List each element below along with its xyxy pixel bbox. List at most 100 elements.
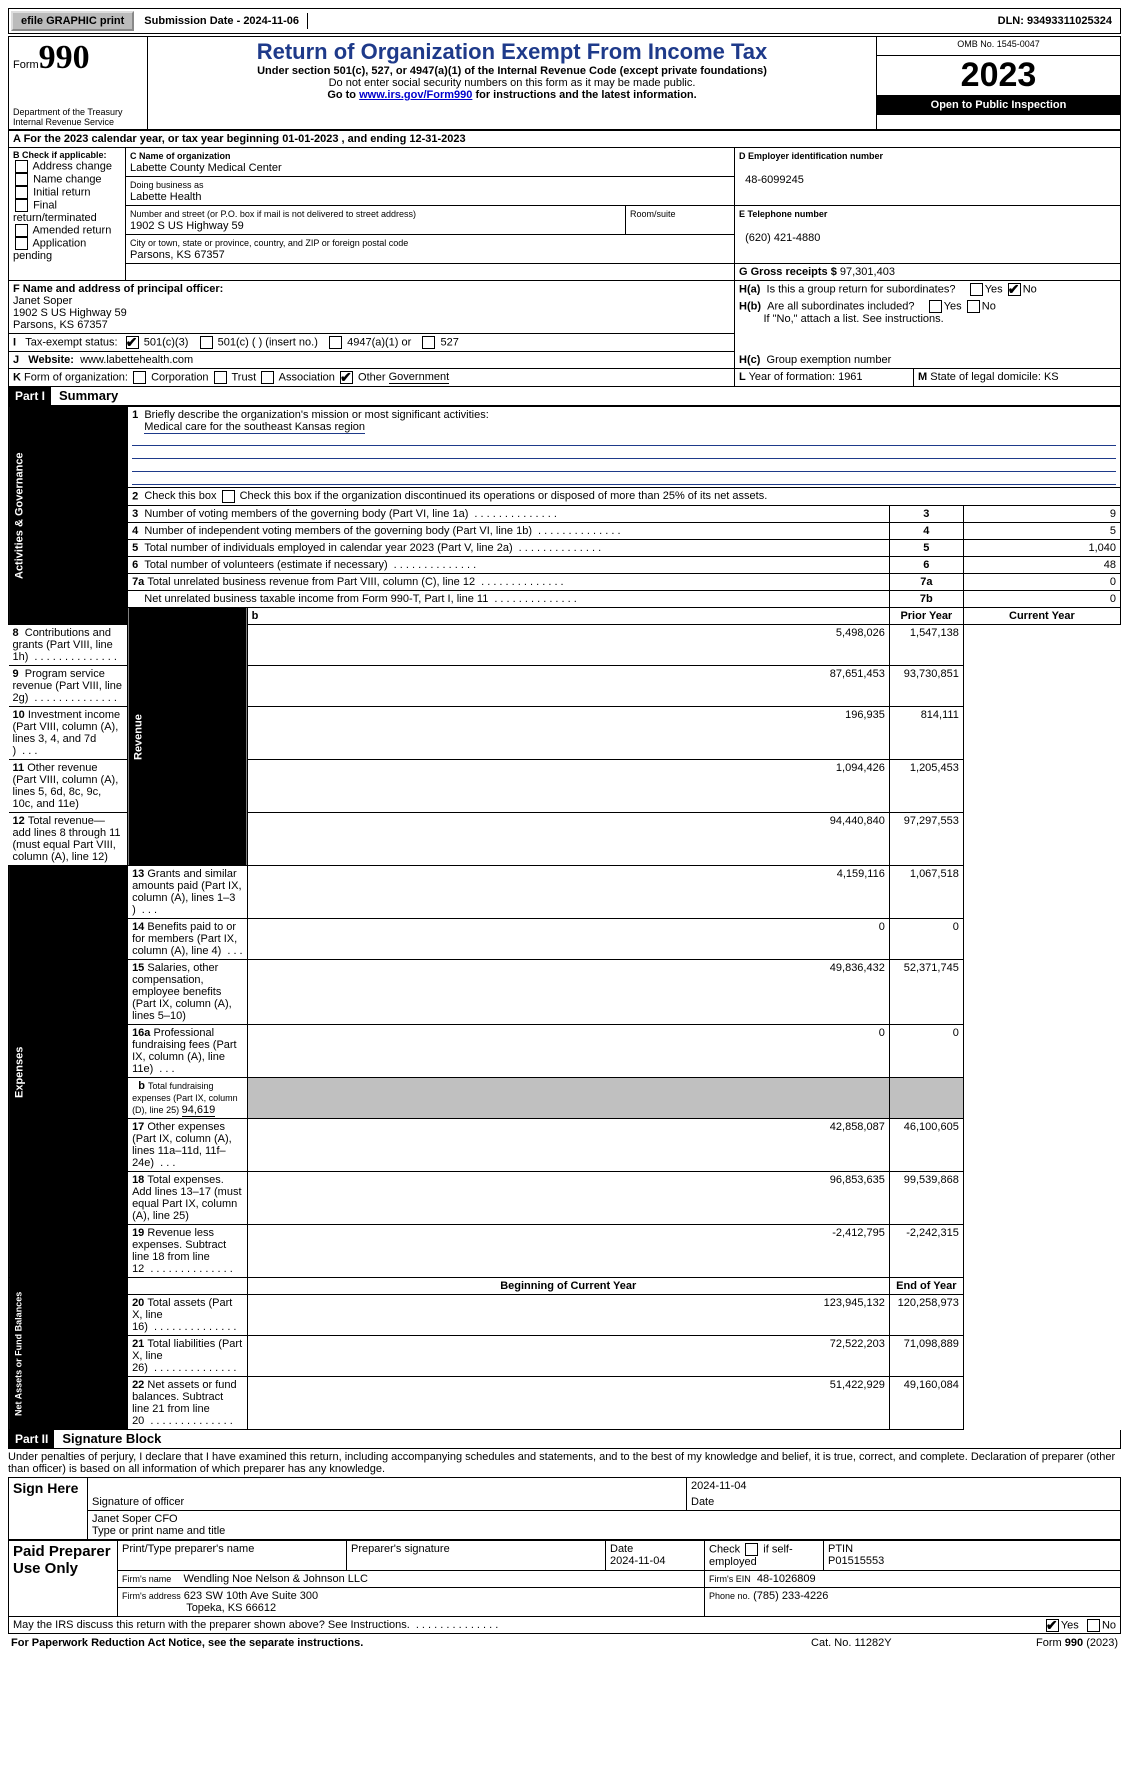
addr-change-cb[interactable] [15, 160, 28, 173]
p21: 72,522,203 [247, 1336, 889, 1377]
527-cb[interactable] [422, 336, 435, 349]
yes2: Yes [944, 300, 962, 312]
other-val: Government [389, 371, 450, 384]
e-label: E Telephone number [739, 209, 827, 219]
k-text: Form of organization: [24, 371, 128, 383]
p20: 123,945,132 [247, 1295, 889, 1336]
b-label: B Check if applicable: [13, 150, 121, 160]
c19: -2,242,315 [889, 1225, 963, 1278]
ein: 48-6099245 [745, 174, 804, 186]
p14: 0 [247, 919, 889, 960]
hc-label: H(c) [739, 354, 760, 366]
l4: Number of independent voting members of … [144, 525, 532, 537]
hb-no-cb[interactable] [967, 300, 980, 313]
discuss-yes: Yes [1061, 1619, 1079, 1631]
paid-preparer-block: Paid Preparer Use Only Print/Type prepar… [8, 1540, 1121, 1617]
trust-cb[interactable] [214, 371, 227, 384]
name-change: Name change [33, 173, 102, 185]
section-a-to-m: A For the 2023 calendar year, or tax yea… [8, 130, 1121, 387]
part-ii-header: Part IISignature Block [8, 1430, 1121, 1449]
4947: 4947(a)(1) or [347, 336, 411, 348]
l11: Other revenue (Part VIII, column (A), li… [13, 762, 119, 810]
i-label: I [13, 336, 16, 348]
corp-cb[interactable] [133, 371, 146, 384]
irs-link[interactable]: www.irs.gov/Form990 [359, 89, 472, 101]
hb-label: H(b) [739, 300, 761, 312]
pp-name-lbl: Print/Type preparer's name [118, 1541, 347, 1571]
city-label: City or town, state or province, country… [130, 238, 408, 248]
501c3-cb[interactable] [126, 336, 139, 349]
website: www.labettehealth.com [80, 354, 193, 366]
firm-lbl: Firm's name [122, 1574, 171, 1584]
current-year: Current Year [963, 608, 1120, 625]
p17: 42,858,087 [247, 1119, 889, 1172]
d-label: D Employer identification number [739, 151, 883, 161]
name-change-cb[interactable] [15, 173, 28, 186]
initial-return: Initial return [33, 186, 90, 198]
discuss-no: No [1102, 1619, 1116, 1631]
pp-date-lbl: Date [610, 1543, 633, 1555]
perjury: Under penalties of perjury, I declare th… [8, 1449, 1121, 1477]
k-label: K [13, 371, 21, 383]
officer-sig-name: Janet Soper CFO [92, 1513, 178, 1525]
pp-se: Check if self-employed [705, 1541, 824, 1571]
l22: Net assets or fund balances. Subtract li… [132, 1379, 237, 1427]
form-subtitle-2: Do not enter social security numbers on … [152, 77, 872, 89]
p13: 4,159,116 [247, 866, 889, 919]
efile-print-button[interactable]: efile GRAPHIC print [11, 11, 134, 31]
m-label: M [918, 371, 927, 383]
ha-label: H(a) [739, 283, 760, 295]
boy: Beginning of Current Year [247, 1278, 889, 1295]
c12: 97,297,553 [889, 813, 963, 866]
assoc: Association [279, 371, 335, 383]
p9: 87,651,453 [247, 666, 889, 707]
corp: Corporation [151, 371, 208, 383]
l21: Total liabilities (Part X, line 26) [132, 1338, 242, 1374]
hc-text: Group exemption number [767, 354, 892, 366]
hb-note: If "No," attach a list. See instructions… [763, 313, 943, 325]
gross-receipts: 97,301,403 [840, 266, 895, 278]
discuss-yes-cb[interactable] [1046, 1619, 1059, 1632]
tab-expenses: Expenses [9, 866, 128, 1278]
501c-cb[interactable] [200, 336, 213, 349]
assoc-cb[interactable] [261, 371, 274, 384]
l17: Other expenses (Part IX, column (A), lin… [132, 1121, 232, 1169]
app-pending-cb[interactable] [15, 237, 28, 250]
c18: 99,539,868 [889, 1172, 963, 1225]
p10: 196,935 [247, 707, 889, 760]
501c: 501(c) ( ) (insert no.) [218, 336, 318, 348]
discuss-row: May the IRS discuss this return with the… [8, 1617, 1121, 1634]
c22: 49,160,084 [889, 1377, 963, 1430]
l2-cb[interactable] [222, 490, 235, 503]
c21: 71,098,889 [889, 1336, 963, 1377]
other-cb[interactable] [340, 371, 353, 384]
c8: 1,547,138 [889, 625, 963, 666]
discuss-no-cb[interactable] [1087, 1619, 1100, 1632]
l15: Salaries, other compensation, employee b… [132, 962, 232, 1022]
501c3: 501(c)(3) [144, 336, 189, 348]
submission-date: Submission Date - 2024-11-06 [136, 13, 308, 29]
line-a: A For the 2023 calendar year, or tax yea… [9, 131, 1121, 148]
c11: 1,205,453 [889, 760, 963, 813]
p16a: 0 [247, 1025, 889, 1078]
paperwork-notice: For Paperwork Reduction Act Notice, see … [10, 1636, 762, 1650]
initial-return-cb[interactable] [15, 186, 28, 199]
p12: 94,440,840 [247, 813, 889, 866]
4947-cb[interactable] [329, 336, 342, 349]
street: 1902 S US Highway 59 [130, 220, 244, 232]
dln: DLN: 93493311025324 [990, 13, 1120, 29]
discuss: May the IRS discuss this return with the… [13, 1619, 498, 1631]
officer-addr1: 1902 S US Highway 59 [13, 307, 127, 319]
final-return-cb[interactable] [15, 199, 28, 212]
ha-yes-cb[interactable] [970, 283, 983, 296]
pp-sig-lbl: Preparer's signature [347, 1541, 606, 1571]
dba: Labette Health [130, 191, 202, 203]
g-label: G Gross receipts $ [739, 266, 837, 278]
v6: 48 [963, 557, 1120, 574]
amended-cb[interactable] [15, 224, 28, 237]
hb-yes-cb[interactable] [929, 300, 942, 313]
tab-revenue: Revenue [128, 608, 248, 866]
p15: 49,836,432 [247, 960, 889, 1025]
ha-no-cb[interactable] [1008, 283, 1021, 296]
self-emp-cb[interactable] [745, 1543, 758, 1556]
